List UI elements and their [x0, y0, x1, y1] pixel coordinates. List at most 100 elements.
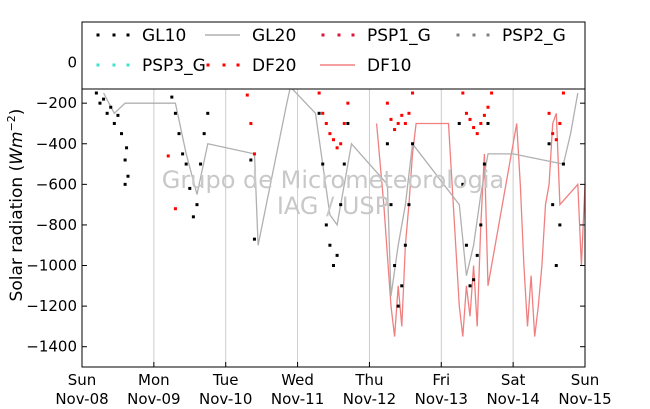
data-point-gl10: [468, 284, 472, 288]
data-point-df20: [385, 101, 389, 105]
data-point-gl10: [335, 253, 339, 257]
data-point-gl10: [102, 97, 106, 101]
data-point-df20: [400, 113, 404, 117]
data-point-gl10: [400, 284, 404, 288]
legend-marker-psp3-g: [96, 63, 100, 67]
data-point-df20: [407, 111, 411, 115]
legend-label-gl20: GL20: [252, 26, 296, 46]
axes-layer: 0−200−400−600−800−1000−1200−1400SunNov-0…: [26, 21, 612, 408]
legend-marker-psp2-g: [456, 33, 460, 37]
series-layer: [94, 85, 586, 337]
data-point-df20: [472, 126, 476, 130]
data-point-gl10: [317, 111, 321, 115]
data-point-df20: [479, 121, 483, 125]
data-point-gl10: [252, 237, 256, 241]
x-tick-label-day: Mon: [138, 371, 170, 389]
data-point-gl10: [199, 162, 203, 166]
data-point-gl10: [396, 304, 400, 308]
data-point-gl10: [464, 243, 468, 247]
data-point-df20: [554, 138, 558, 142]
data-point-df20: [332, 138, 335, 142]
data-point-gl10: [98, 101, 102, 105]
data-point-gl10: [94, 91, 98, 95]
data-point-gl10: [123, 182, 127, 186]
legend-marker-psp1-g: [351, 33, 355, 37]
data-point-gl10: [551, 203, 555, 207]
data-point-df20: [342, 121, 346, 125]
y-tick-label: −200: [36, 94, 77, 112]
series-line-gl20: [103, 85, 579, 297]
watermark-line1: Grupo de Micrometeorologia: [162, 166, 504, 194]
data-point-gl10: [479, 223, 483, 227]
data-point-df20: [324, 121, 328, 125]
legend-label-gl10: GL10: [142, 26, 186, 46]
data-point-df20: [482, 113, 486, 117]
y-axis-label-close: ): [7, 109, 27, 116]
data-point-gl10: [112, 121, 116, 125]
data-point-gl10: [475, 253, 479, 257]
data-point-df20: [486, 105, 490, 109]
y-axis-label-text: Solar radiation (: [7, 165, 27, 302]
data-point-gl10: [389, 203, 393, 207]
legend-marker-gl10: [126, 33, 130, 37]
data-point-df20: [411, 91, 415, 95]
data-point-df20: [464, 111, 468, 115]
data-point-gl10: [116, 113, 120, 117]
data-point-gl10: [411, 142, 415, 146]
data-point-df20: [396, 121, 400, 125]
y-tick-label: −1400: [26, 338, 77, 356]
data-point-df20: [321, 111, 325, 115]
x-tick-label-day: Sat: [501, 371, 526, 389]
data-point-gl10: [554, 264, 558, 268]
watermark-line2: IAG / USP: [277, 192, 389, 220]
data-point-df20: [558, 121, 562, 125]
data-point-gl10: [105, 111, 109, 115]
legend-box: [81, 21, 586, 90]
legend-label-df10: DF10: [367, 56, 412, 76]
data-point-df20: [389, 117, 393, 121]
data-point-gl10: [188, 186, 192, 190]
y-axis-label-exponent: −2: [5, 115, 18, 131]
y-tick-label: −400: [36, 135, 77, 153]
series-line-df10: [375, 113, 586, 337]
x-tick-label-date: Nov-11: [271, 390, 324, 408]
legend-label-df20: DF20: [252, 56, 297, 76]
data-point-gl10: [472, 278, 476, 282]
data-point-gl10: [206, 111, 210, 115]
legend: GL10 GL20 PSP1_G PSP2_G PSP3_G DF20 DF10: [81, 21, 586, 90]
data-point-df20: [346, 101, 350, 105]
legend-label-psp2-g: PSP2_G: [502, 26, 566, 46]
data-point-gl10: [125, 146, 129, 150]
data-point-gl10: [482, 162, 486, 166]
x-tick-label-date: Nov-14: [486, 390, 539, 408]
data-point-gl10: [457, 121, 461, 125]
legend-marker-gl10: [112, 33, 116, 37]
legend-marker-df20: [236, 63, 240, 67]
data-point-gl10: [177, 132, 181, 136]
data-point-gl10: [461, 182, 465, 186]
data-point-gl10: [547, 142, 551, 146]
data-point-gl10: [123, 158, 127, 162]
data-point-df20: [252, 152, 256, 156]
x-tick-label-day: Sun: [571, 371, 600, 389]
data-point-df20: [490, 91, 494, 95]
data-point-gl10: [403, 243, 407, 247]
data-point-df20: [468, 117, 472, 121]
data-point-gl10: [126, 174, 130, 178]
x-tick-label-date: Nov-15: [558, 390, 611, 408]
data-point-df20: [249, 121, 253, 125]
y-tick-label: −600: [36, 175, 77, 193]
data-point-gl10: [385, 142, 389, 146]
data-point-gl10: [561, 162, 565, 166]
data-point-gl10: [321, 162, 325, 166]
legend-marker-psp1-g: [321, 33, 325, 37]
x-tick-label-date: Nov-13: [415, 390, 468, 408]
data-point-gl10: [202, 132, 206, 136]
x-tick-label-day: Sun: [68, 371, 97, 389]
data-point-gl10: [328, 243, 332, 247]
data-point-df20: [335, 146, 339, 150]
legend-marker-df20: [206, 63, 210, 67]
data-point-gl10: [170, 95, 174, 99]
data-point-df20: [173, 207, 177, 211]
